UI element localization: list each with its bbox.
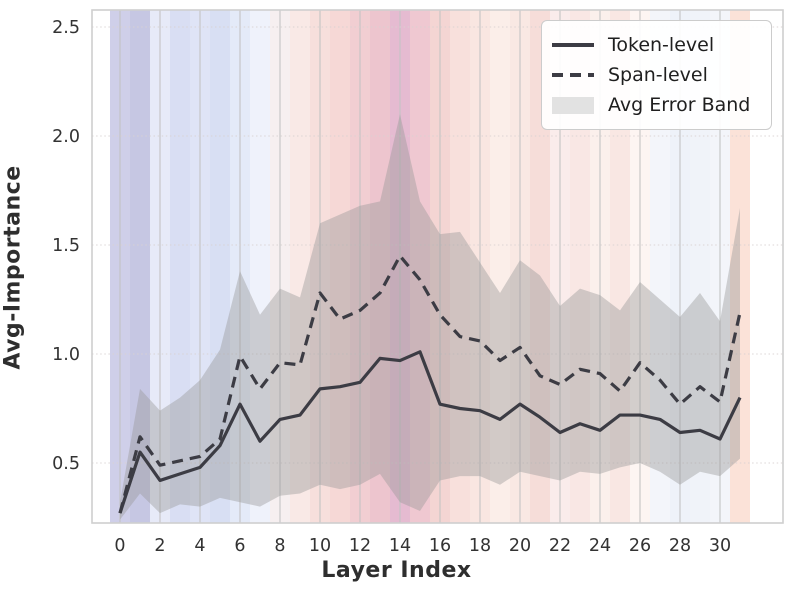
x-tick-label: 16 <box>429 536 451 556</box>
x-tick-label: 14 <box>389 536 411 556</box>
layer-band <box>370 10 390 523</box>
x-tick-label: 6 <box>234 536 245 556</box>
token-level-line <box>118 350 742 514</box>
y-tick-label: 1.5 <box>52 236 80 256</box>
x-tick-label: 4 <box>194 536 205 556</box>
error-band-sample-icon <box>552 96 594 114</box>
y-tick-label: 2.5 <box>52 18 80 38</box>
legend: Token-level Span-level Avg Error Band <box>541 20 772 130</box>
solid-line-sample-icon <box>552 43 594 47</box>
legend-item-error-band: Avg Error Band <box>552 90 759 120</box>
layer-band <box>210 10 230 523</box>
layer-band <box>290 10 310 523</box>
x-tick-label: 28 <box>669 536 691 556</box>
x-tick-label: 0 <box>114 536 125 556</box>
legend-label: Span-level <box>608 64 708 86</box>
plot-frame <box>91 9 784 524</box>
error-band-area <box>120 114 740 520</box>
x-tick-label: 26 <box>629 536 651 556</box>
x-tick-label: 8 <box>274 536 285 556</box>
y-tick-label: 1.0 <box>52 345 80 365</box>
x-tick-label: 22 <box>549 536 571 556</box>
dashed-line-sample-icon <box>552 73 594 77</box>
span-level-line <box>118 254 742 514</box>
legend-label: Token-level <box>608 34 715 56</box>
x-axis-label: Layer Index <box>321 558 472 583</box>
layer-band <box>250 10 270 523</box>
layer-band <box>490 10 510 523</box>
x-tick-label: 18 <box>469 536 491 556</box>
layer-band <box>650 10 670 523</box>
y-tick-label: 2.0 <box>52 127 80 147</box>
x-tick-label: 10 <box>309 536 331 556</box>
layer-band <box>530 10 550 523</box>
layer-band <box>690 10 710 523</box>
x-tick-label: 20 <box>509 536 531 556</box>
legend-label: Avg Error Band <box>608 94 751 116</box>
y-tick-label: 0.5 <box>52 454 80 474</box>
legend-item-span-level: Span-level <box>552 60 759 90</box>
layer-band <box>450 10 470 523</box>
layer-band <box>410 10 430 523</box>
layer-band <box>570 10 590 523</box>
y-axis-label: Avg-Importance <box>0 165 26 370</box>
layer-band <box>730 10 750 523</box>
layer-band <box>330 10 350 523</box>
layer-band <box>130 10 150 523</box>
legend-item-token-level: Token-level <box>552 30 759 60</box>
x-tick-label: 2 <box>154 536 165 556</box>
layer-band <box>170 10 190 523</box>
x-tick-label: 24 <box>589 536 611 556</box>
x-tick-label: 12 <box>349 536 371 556</box>
layer-band <box>610 10 630 523</box>
x-tick-label: 30 <box>709 536 731 556</box>
